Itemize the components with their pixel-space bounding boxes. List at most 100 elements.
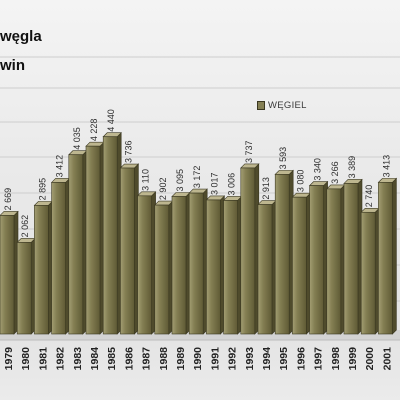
value-label-1988: 2 902 bbox=[158, 178, 168, 201]
bar-front bbox=[309, 185, 324, 335]
bar-1990 bbox=[188, 188, 208, 335]
value-label-1998: 3 266 bbox=[330, 161, 340, 184]
bar-1987 bbox=[136, 191, 157, 335]
bar-1989 bbox=[171, 191, 191, 335]
x-tick-label-1981: 1981 bbox=[37, 347, 49, 371]
value-label-1984: 4 228 bbox=[89, 119, 99, 142]
value-label-1980: 2 062 bbox=[20, 215, 30, 238]
value-label-1993: 3 737 bbox=[244, 140, 254, 163]
bar-1985 bbox=[102, 132, 122, 335]
x-tick-label-1989: 1989 bbox=[175, 347, 187, 371]
bar-1992 bbox=[222, 195, 243, 335]
x-tick-label-1982: 1982 bbox=[55, 347, 67, 371]
x-axis-labels: 1979 1980 1981 1982 1983 1984 1985 1986 1987 1988… bbox=[3, 347, 393, 371]
value-label-1997: 3 340 bbox=[313, 158, 323, 181]
x-tick-label-1980: 1980 bbox=[20, 347, 32, 371]
legend-label: WĘGIEL bbox=[268, 100, 307, 111]
value-label-1986: 3 736 bbox=[123, 140, 133, 163]
bar-front bbox=[120, 167, 135, 335]
legend: WĘGIEL bbox=[257, 100, 307, 111]
bars bbox=[0, 132, 398, 335]
bar-front bbox=[34, 205, 49, 335]
x-tick-label-1991: 1991 bbox=[209, 347, 221, 371]
x-tick-label-1986: 1986 bbox=[123, 347, 135, 371]
bar-front bbox=[240, 167, 256, 335]
value-label-1983: 4 035 bbox=[72, 127, 82, 150]
x-tick-label-1999: 1999 bbox=[347, 347, 359, 371]
chart-floor bbox=[0, 330, 400, 340]
bar-1993 bbox=[240, 163, 260, 335]
bar-2001 bbox=[377, 177, 398, 335]
bar-1979 bbox=[0, 210, 19, 335]
value-label-2001: 3 413 bbox=[381, 155, 391, 178]
value-label-1981: 2 895 bbox=[37, 178, 47, 201]
value-label-1992: 3 006 bbox=[227, 173, 237, 196]
bar-front bbox=[378, 182, 393, 335]
bar-front bbox=[188, 192, 204, 335]
bar-front bbox=[343, 183, 359, 335]
x-tick-label-1990: 1990 bbox=[192, 347, 204, 371]
bar-side bbox=[392, 177, 397, 335]
value-label-1989: 3 095 bbox=[175, 169, 185, 192]
bar-1984 bbox=[85, 141, 105, 335]
bar-front bbox=[360, 211, 376, 335]
bar-1982 bbox=[50, 177, 71, 335]
value-label-1995: 3 593 bbox=[278, 147, 288, 170]
value-label-1982: 3 412 bbox=[55, 155, 65, 178]
bar-front bbox=[154, 204, 170, 335]
bar-front bbox=[206, 199, 221, 335]
bar-1986 bbox=[119, 163, 140, 335]
value-label-1985: 4 440 bbox=[106, 109, 116, 132]
bar-1981 bbox=[33, 200, 54, 335]
bar-1991 bbox=[205, 195, 226, 335]
bar-1995 bbox=[274, 169, 294, 335]
x-tick-label-1996: 1996 bbox=[295, 347, 307, 371]
chart-floor-layer bbox=[0, 330, 400, 341]
value-label-1994: 2 913 bbox=[261, 177, 271, 200]
chart-title-line-2: win bbox=[0, 57, 25, 74]
bar-1996 bbox=[291, 192, 312, 335]
bar-front bbox=[257, 204, 273, 335]
bar-front bbox=[171, 196, 187, 335]
legend-swatch bbox=[257, 101, 265, 110]
x-tick-label-2000: 2000 bbox=[364, 347, 376, 371]
x-tick-label-1998: 1998 bbox=[330, 347, 342, 371]
x-tick-label-1997: 1997 bbox=[313, 347, 325, 371]
bar-front bbox=[223, 200, 238, 335]
x-tick-label-1995: 1995 bbox=[278, 347, 290, 371]
bar-front bbox=[102, 136, 118, 335]
value-label-1999: 3 389 bbox=[347, 156, 357, 179]
bar-1980 bbox=[16, 237, 36, 335]
value-label-1987: 3 110 bbox=[141, 169, 151, 191]
bar-front bbox=[85, 145, 101, 335]
value-label-1991: 3 017 bbox=[209, 172, 219, 195]
value-labels: 2 669 2 062 2 895 3 412 4 035 4 228 4 440 3 736… bbox=[3, 109, 391, 237]
x-tick-label-1987: 1987 bbox=[141, 347, 153, 371]
bar-front bbox=[274, 174, 290, 335]
bar-front bbox=[16, 242, 32, 335]
value-label-1996: 3 080 bbox=[295, 170, 305, 193]
bar-front bbox=[68, 154, 84, 335]
bar-2000 bbox=[360, 207, 380, 335]
bar-front bbox=[326, 188, 342, 335]
x-tick-label-1992: 1992 bbox=[227, 347, 239, 371]
value-label-1979: 2 669 bbox=[3, 188, 13, 211]
bar-front bbox=[137, 195, 152, 335]
bar-1983 bbox=[68, 150, 88, 335]
x-tick-label-1988: 1988 bbox=[158, 347, 170, 371]
x-tick-label-1993: 1993 bbox=[244, 347, 256, 371]
bar-front bbox=[0, 215, 15, 335]
bar-1998 bbox=[326, 184, 346, 335]
x-tick-label-1983: 1983 bbox=[72, 347, 84, 371]
x-tick-label-1994: 1994 bbox=[261, 347, 273, 371]
x-tick-label-1985: 1985 bbox=[106, 347, 118, 371]
chart-title-line-1: węgla bbox=[0, 28, 42, 45]
bar-1999 bbox=[343, 178, 363, 335]
bar-front bbox=[51, 182, 66, 335]
x-tick-label-1984: 1984 bbox=[89, 347, 101, 371]
x-tick-label-2001: 2001 bbox=[381, 347, 393, 371]
bar-1997 bbox=[308, 180, 329, 335]
value-label-1990: 3 172 bbox=[192, 166, 202, 189]
bar-1988 bbox=[154, 200, 174, 335]
